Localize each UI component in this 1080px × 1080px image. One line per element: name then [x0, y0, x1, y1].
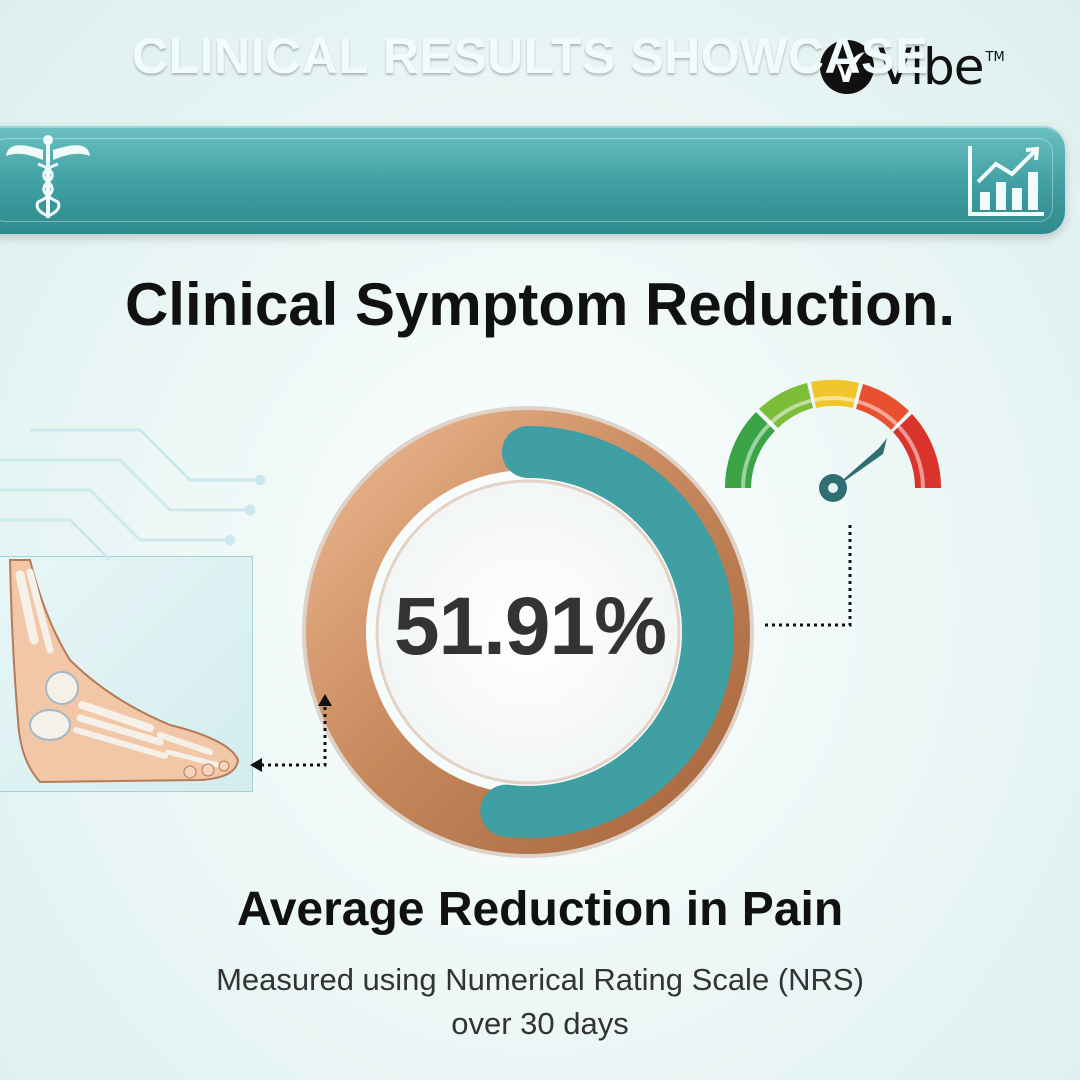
reduction-donut — [302, 406, 754, 858]
brand-logo: Vibe TM — [818, 36, 1005, 98]
dotted-connectors — [262, 525, 852, 767]
vibe-logo-icon — [820, 40, 874, 94]
trademark: TM — [985, 50, 1005, 65]
foot-skeleton-icon — [8, 559, 240, 784]
brand-name: Vibe — [878, 38, 984, 96]
metric-caption: Measured using Numerical Rating Scale (N… — [216, 962, 864, 1042]
title-banner — [0, 126, 1065, 234]
connector-arrowhead-left — [250, 758, 262, 772]
caduceus-icon — [6, 135, 90, 218]
bar-chart-growth-icon — [968, 146, 1044, 216]
circuit-lines — [0, 428, 266, 562]
page-heading: Clinical Symptom Reduction. — [124, 271, 956, 338]
banner-title: CLINICAL RESULTS SHOWCASE — [132, 28, 929, 84]
connector-arrowhead-up — [318, 694, 332, 706]
banner-border — [0, 138, 1053, 222]
pain-gauge-icon — [724, 379, 942, 502]
reduction-percentage: 51.91% — [393, 581, 667, 672]
metric-subtitle: Average Reduction in Pain — [236, 883, 844, 936]
donut-progress-arc — [322, 426, 734, 838]
